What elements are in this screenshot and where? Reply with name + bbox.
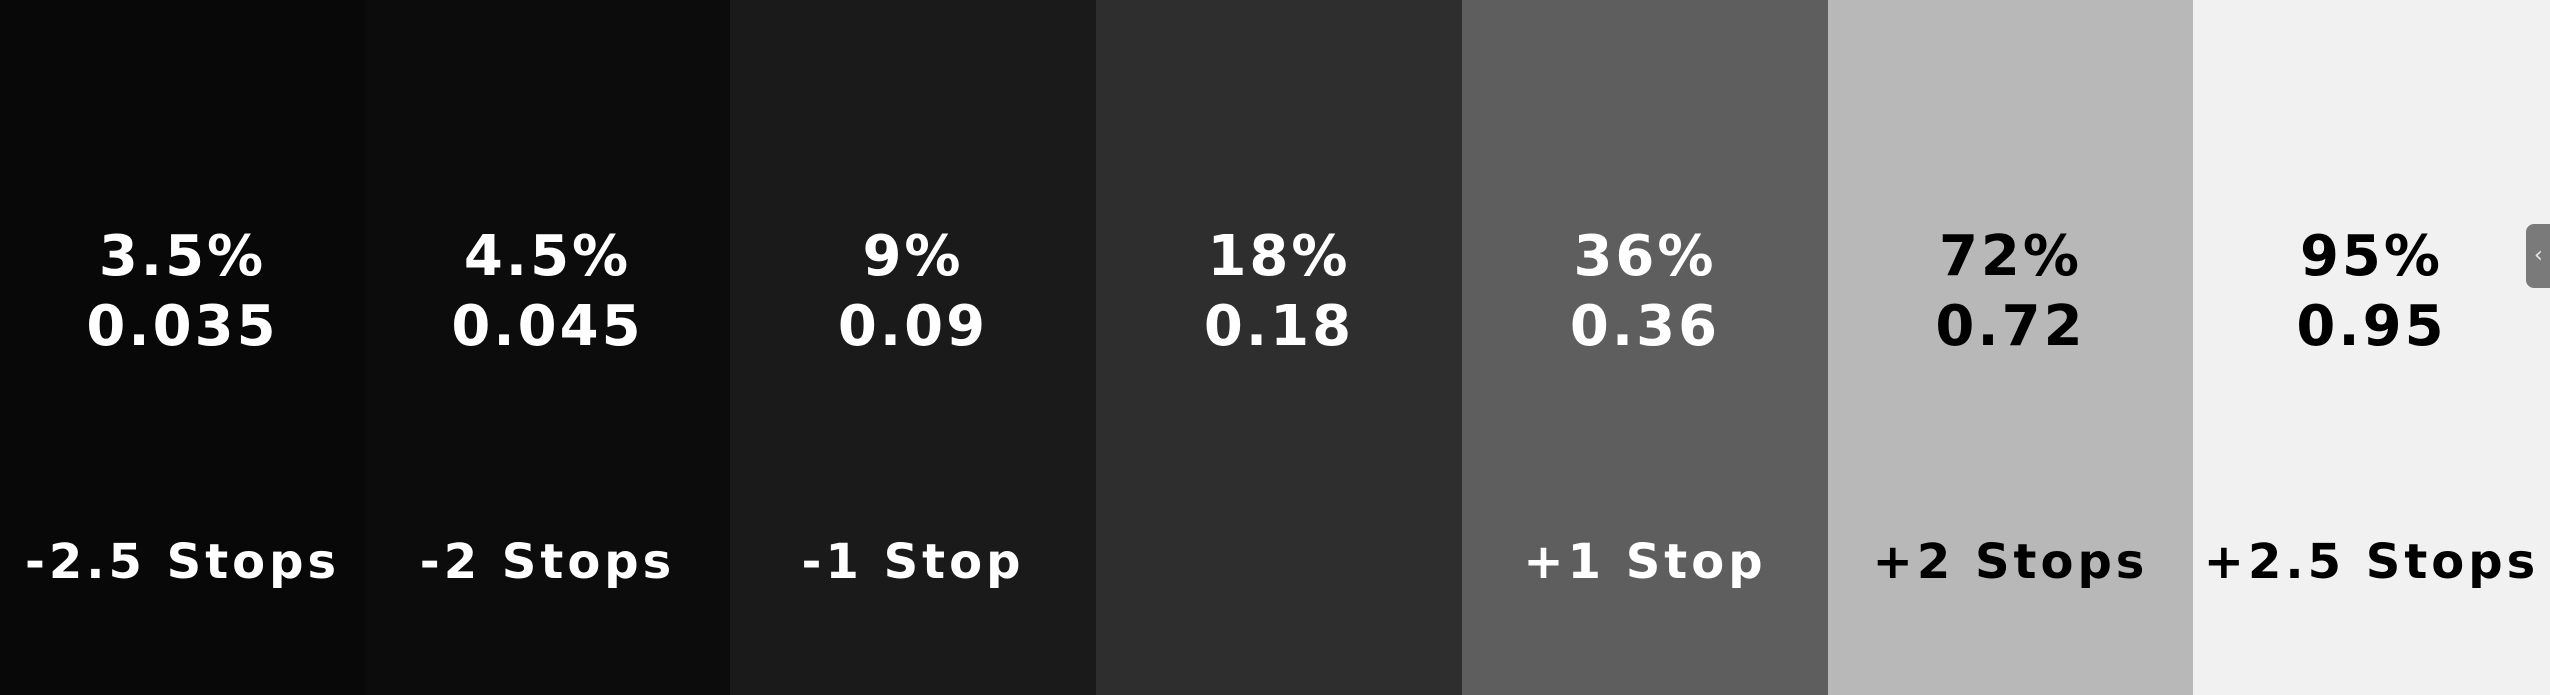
swatch-decimal: 0.09 [837,294,989,359]
swatch-percent: 18% [1207,224,1351,289]
swatch-decimal: 0.95 [2296,294,2447,359]
swatch-values: 95% 0.95 [2193,222,2550,362]
swatch-4: 36% 0.36 +1 Stop [1462,0,1828,695]
swatch-5: 72% 0.72 +2 Stops [1828,0,2193,695]
swatch-1: 4.5% 0.045 -2 Stops [365,0,730,695]
swatch-decimal: 0.18 [1203,294,1355,359]
swatch-values: 18% 0.18 [1096,222,1462,362]
swatch-percent: 72% [1938,224,2083,289]
side-panel-tab[interactable]: ‹ [2526,224,2550,288]
swatch-values: 36% 0.36 [1462,222,1828,362]
swatch-stops-label: +2.5 Stops [2203,534,2540,590]
swatch-6: 95% 0.95 +2.5 Stops ‹ [2193,0,2550,695]
swatch-decimal: 0.72 [1935,294,2086,359]
swatch-values: 9% 0.09 [730,222,1096,362]
swatch-stops-label: +1 Stop [1523,534,1767,590]
swatch-percent: 4.5% [463,224,632,289]
swatch-3: 18% 0.18 [1096,0,1462,695]
swatch-decimal: 0.045 [451,294,644,359]
swatch-stops-label: -2.5 Stops [24,534,341,590]
swatch-stops-label: +2 Stops [1872,534,2149,590]
swatch-percent: 9% [862,224,964,289]
swatch-0: 3.5% 0.035 -2.5 Stops [0,0,365,695]
swatch-2: 9% 0.09 -1 Stop [730,0,1096,695]
swatch-values: 4.5% 0.045 [365,222,730,362]
swatch-decimal: 0.36 [1569,294,1721,359]
swatch-stops-label: -1 Stop [801,534,1025,590]
swatch-percent: 95% [2299,224,2444,289]
chevron-left-icon: ‹ [2534,243,2543,268]
swatch-decimal: 0.035 [86,294,279,359]
swatch-percent: 3.5% [98,224,267,289]
swatch-values: 72% 0.72 [1828,222,2193,362]
swatch-values: 3.5% 0.035 [0,222,365,362]
swatch-stops-label: -2 Stops [419,534,676,590]
swatch-percent: 36% [1573,224,1717,289]
